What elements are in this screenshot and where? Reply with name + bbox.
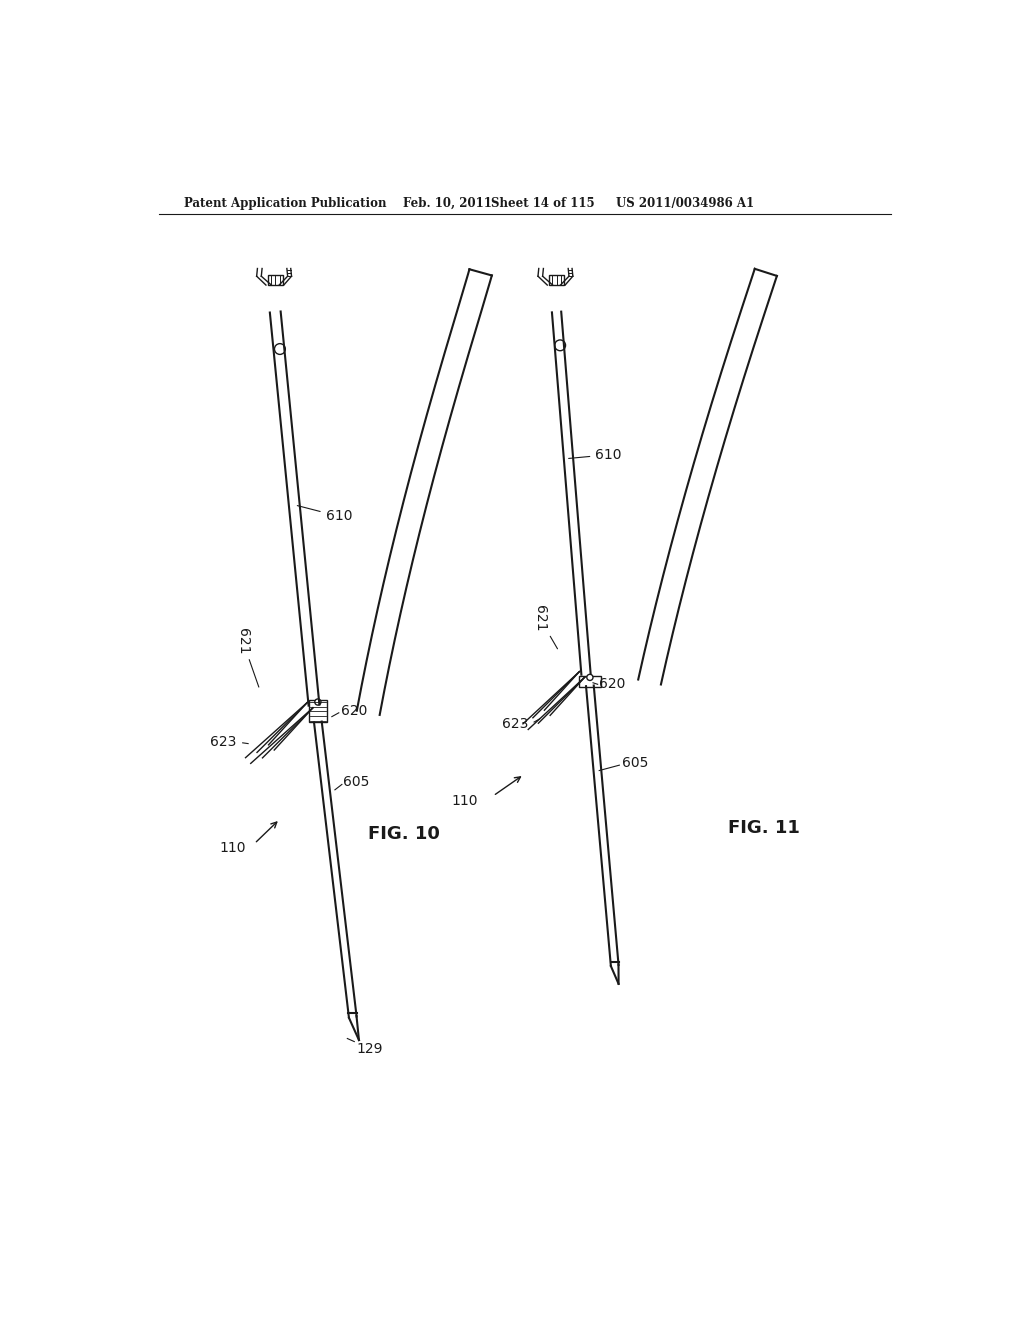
Text: 621: 621 [236, 628, 259, 688]
Text: 605: 605 [623, 756, 649, 770]
Text: Sheet 14 of 115: Sheet 14 of 115 [490, 197, 594, 210]
Text: US 2011/0034986 A1: US 2011/0034986 A1 [616, 197, 755, 210]
Text: 620: 620 [341, 705, 368, 718]
Circle shape [274, 343, 286, 354]
Bar [579, 676, 601, 686]
Bar [549, 275, 564, 285]
Text: FIG. 11: FIG. 11 [728, 820, 800, 837]
Circle shape [587, 675, 593, 681]
Text: 620: 620 [599, 677, 626, 692]
Bar [308, 701, 328, 722]
Text: 623: 623 [502, 717, 528, 731]
Text: 110: 110 [451, 795, 477, 808]
Text: 129: 129 [356, 1043, 383, 1056]
Text: 110: 110 [219, 841, 246, 854]
Text: 610: 610 [568, 447, 622, 462]
Text: 610: 610 [297, 506, 352, 523]
Circle shape [314, 700, 321, 705]
Text: 623: 623 [210, 735, 237, 748]
Text: FIG. 10: FIG. 10 [368, 825, 440, 843]
Text: 621: 621 [532, 605, 557, 649]
Text: 605: 605 [343, 775, 370, 789]
Bar [267, 275, 283, 285]
Text: Feb. 10, 2011: Feb. 10, 2011 [403, 197, 492, 210]
Text: Patent Application Publication: Patent Application Publication [183, 197, 386, 210]
Circle shape [555, 341, 565, 351]
